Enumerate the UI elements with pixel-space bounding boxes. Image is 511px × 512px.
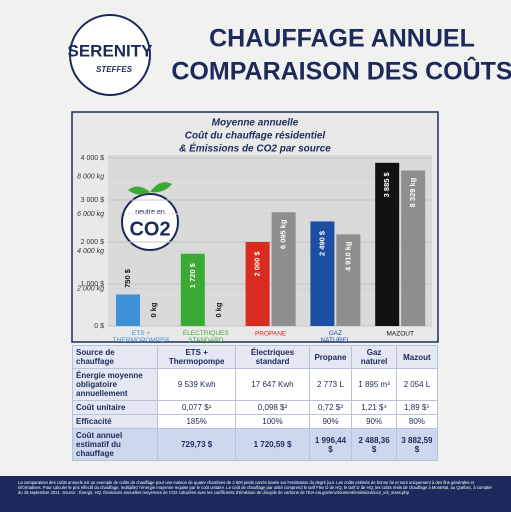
leaves — [128, 182, 172, 195]
y-tick-label: 0 $ — [94, 323, 104, 330]
header-cell: Mazout — [395, 345, 439, 369]
bar — [336, 234, 361, 326]
chart-title: & Émissions de CO2 par source — [179, 142, 331, 155]
cell: 1 720,59 $ — [235, 428, 310, 461]
header-cell: ETS + Thermopompe — [156, 345, 237, 369]
chart-title: Coût du chauffage résidentiel — [185, 131, 326, 142]
cell: Énergie moyenne obligatoire annuellement — [72, 368, 158, 401]
header-cell: Gaz naturel — [351, 345, 397, 369]
bar — [375, 162, 400, 326]
cell: 2 054 L — [395, 368, 439, 401]
bar — [310, 221, 335, 326]
cell: 3 882,59 $ — [395, 428, 439, 461]
row: Énergie moyenne obligatoire annuellement… — [72, 368, 439, 401]
value-label: 6 095 kg — [279, 219, 288, 249]
value-label: 4 910 kg — [343, 241, 352, 271]
bar — [271, 212, 296, 326]
cell: 100% — [235, 414, 310, 429]
header-cell: Électriques standard — [235, 345, 310, 369]
header-cell: Propane — [308, 345, 353, 369]
cell: Coût annuel estimatif du chauffage — [72, 428, 158, 461]
badge — [121, 193, 179, 251]
x-tick-label: ETS + THERMOPOMPE® — [113, 330, 170, 344]
value-label: 2 490 $ — [317, 230, 326, 256]
chart-title: Moyenne annuelle — [212, 118, 299, 129]
cell: 80% — [395, 414, 439, 429]
header-row: Source de chauffage ETS + Thermopompe Élec… — [72, 345, 439, 369]
cell: 1,89 $⁵ — [395, 400, 439, 415]
cell: 0,098 $² — [235, 400, 310, 415]
cell: 90% — [351, 414, 397, 429]
row: Coût annuel estimatif du chauffage 729,73… — [72, 428, 439, 461]
x-tick-label: MAZOUT — [386, 331, 413, 338]
y-tick-label: 4 000 $ — [81, 155, 104, 162]
table: Source de chauffage ETS + Thermopompe Élec… — [72, 345, 439, 461]
cell: 0,72 $³ — [308, 400, 353, 415]
value-label: 750 $ — [123, 268, 132, 288]
cell: 9 539 Kwh — [156, 368, 237, 401]
y2-tick-label: 8 000 kg — [77, 174, 104, 181]
row: Coût unitaire 0,077 $¹ 0,098 $² 0,72 $³ 1,21… — [72, 400, 439, 415]
y-tick-label: 3 000 $ — [81, 197, 104, 204]
cell: 1,21 $⁴ — [351, 400, 397, 415]
x-tick-label: ÉLECTRIQUES STANDARD — [183, 328, 230, 344]
badge-top: neutre en — [135, 209, 165, 216]
row: Efficacité 185% 100% 90% 90% 80% — [72, 414, 439, 429]
y-tick-label: 2 000 $ — [81, 239, 104, 246]
header-cell: Source de chauffage — [72, 345, 158, 369]
cell: 2 488,36 $ — [351, 428, 397, 461]
brand-sub: STEFFES — [96, 65, 133, 74]
brand: SERENITY — [67, 41, 153, 60]
value-label: 0 kg — [214, 302, 223, 317]
logo — [69, 14, 151, 96]
cell: 2 773 L — [308, 368, 353, 401]
value-label: 1 720 $ — [188, 262, 197, 288]
bar — [245, 242, 270, 326]
cell: 1 895 m³ — [351, 368, 397, 401]
cell: 90% — [308, 414, 353, 429]
y-tick-label: 1 000 $ — [81, 281, 104, 288]
badge-main: CO2 — [129, 218, 170, 240]
x-tick-label: GAZ NATUREL — [320, 330, 350, 344]
cell: Coût unitaire — [72, 400, 158, 415]
y2-tick-label: 6 000 kg — [77, 211, 104, 218]
y2-tick-label: 4 000 kg — [77, 248, 104, 255]
cell: 0,077 $¹ — [156, 400, 237, 415]
title: CHAUFFAGE ANNUEL — [209, 25, 475, 53]
cell: 729,73 $ — [156, 428, 237, 461]
x-tick-label: PROPANE — [255, 331, 287, 338]
value-label: 8 329 kg — [408, 177, 417, 207]
footer: La comparaison des coûts annuels est un … — [0, 476, 511, 512]
bar — [180, 253, 205, 326]
y2-tick-label: 2 000 kg — [76, 286, 104, 293]
chart: SERENITY STEFFES CHAUFFAGE ANNUEL COMPAR… — [67, 14, 511, 344]
value-label: 2 000 $ — [253, 251, 262, 277]
value-label: 0 kg — [149, 302, 158, 317]
title: COMPARAISON DES COÛTS — [171, 56, 511, 86]
bar — [401, 170, 426, 326]
value-label: 3 885 $ — [382, 171, 391, 197]
cell: 1 996,44 $ — [308, 428, 353, 461]
cell: Efficacité — [72, 414, 158, 429]
bar — [116, 294, 140, 326]
cell: 17 647 Kwh — [235, 368, 310, 401]
cell: 185% — [156, 414, 237, 429]
